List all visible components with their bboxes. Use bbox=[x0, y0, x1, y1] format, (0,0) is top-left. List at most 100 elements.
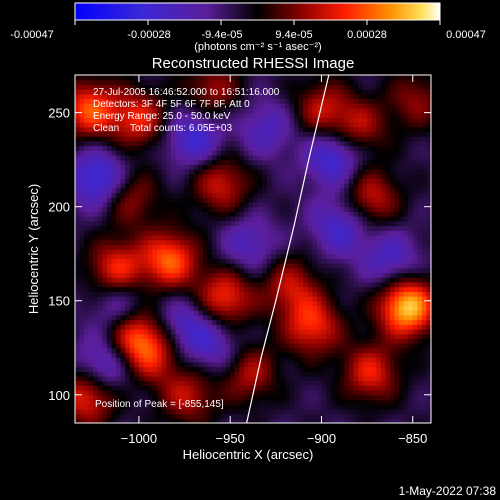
heatmap-cell bbox=[239, 234, 245, 241]
heatmap-cell bbox=[275, 159, 281, 165]
heatmap-cell bbox=[339, 249, 345, 255]
heatmap-cell bbox=[357, 263, 364, 269]
heatmap-cell bbox=[248, 79, 254, 85]
heatmap-cell bbox=[157, 93, 163, 100]
heatmap-cell bbox=[266, 192, 272, 198]
heatmap-cell bbox=[248, 201, 254, 208]
heatmap-cell bbox=[88, 187, 94, 194]
heatmap-cell bbox=[239, 89, 245, 95]
heatmap-cell bbox=[289, 164, 295, 170]
heatmap-cell bbox=[207, 178, 213, 184]
heatmap-cell bbox=[184, 136, 190, 142]
heatmap-cell bbox=[120, 380, 126, 386]
heatmap-cell bbox=[111, 98, 117, 104]
heatmap-cell bbox=[125, 131, 131, 137]
heatmap-cell bbox=[97, 239, 103, 245]
heatmap-cell bbox=[234, 225, 240, 231]
heatmap-cell bbox=[211, 277, 218, 283]
heatmap-cell bbox=[193, 399, 199, 405]
heatmap-cell bbox=[189, 375, 195, 382]
heatmap-cell bbox=[344, 413, 350, 419]
heatmap-cell bbox=[79, 404, 85, 410]
heatmap-cell bbox=[298, 103, 304, 109]
heatmap-cell bbox=[207, 107, 213, 114]
heatmap-cell bbox=[75, 413, 81, 419]
heatmap-cell bbox=[253, 343, 259, 349]
heatmap-cell bbox=[198, 385, 204, 391]
heatmap-cell bbox=[243, 136, 250, 142]
heatmap-cell bbox=[243, 343, 250, 349]
heatmap-cell bbox=[362, 75, 368, 81]
heatmap-cell bbox=[175, 272, 181, 278]
heatmap-cell bbox=[243, 89, 250, 95]
heatmap-cell bbox=[262, 98, 268, 104]
heatmap-cell bbox=[129, 230, 135, 236]
heatmap-cell bbox=[230, 286, 236, 292]
heatmap-cell bbox=[312, 225, 318, 231]
heatmap-cell bbox=[330, 140, 336, 147]
heatmap-cell bbox=[198, 126, 204, 133]
heatmap-cell bbox=[216, 249, 222, 255]
heatmap-cell bbox=[253, 103, 259, 109]
heatmap-cell bbox=[367, 343, 373, 349]
heatmap-cell bbox=[116, 361, 122, 368]
heatmap-cell bbox=[339, 258, 345, 264]
heatmap-cell bbox=[339, 244, 345, 250]
heatmap-cell bbox=[161, 136, 167, 142]
heatmap-cell bbox=[307, 319, 313, 325]
heatmap-cell bbox=[294, 126, 300, 133]
heatmap-cell bbox=[129, 338, 135, 344]
heatmap-cell bbox=[116, 117, 122, 123]
heatmap-cell bbox=[125, 413, 131, 419]
heatmap-cell bbox=[239, 366, 245, 372]
heatmap-cell bbox=[344, 98, 350, 104]
heatmap-cell bbox=[166, 122, 172, 128]
heatmap-cell bbox=[257, 413, 263, 419]
heatmap-cell bbox=[303, 319, 309, 325]
heatmap-cell bbox=[134, 347, 140, 354]
heatmap-cell bbox=[298, 220, 304, 227]
heatmap-cell bbox=[266, 234, 272, 241]
heatmap-cell bbox=[134, 263, 140, 269]
heatmap-cell bbox=[202, 234, 208, 241]
heatmap-cell bbox=[376, 230, 382, 236]
heatmap-cell bbox=[93, 112, 99, 118]
heatmap-cell bbox=[134, 220, 140, 227]
heatmap-cell bbox=[312, 314, 318, 321]
heatmap-cell bbox=[202, 216, 208, 222]
heatmap-cell bbox=[129, 103, 135, 109]
heatmap-cell bbox=[143, 183, 149, 189]
heatmap-cell bbox=[357, 305, 364, 311]
heatmap-cell bbox=[284, 375, 291, 382]
heatmap-cell bbox=[275, 126, 281, 133]
heatmap-cell bbox=[161, 291, 167, 297]
heatmap-cell bbox=[148, 225, 154, 231]
heatmap-cell bbox=[143, 281, 149, 288]
heatmap-cell bbox=[321, 239, 327, 245]
heatmap-cell bbox=[225, 300, 231, 307]
heatmap-cell bbox=[193, 371, 199, 377]
heatmap-cell bbox=[207, 277, 213, 283]
heatmap-cell bbox=[371, 343, 377, 349]
heatmap-cell bbox=[344, 319, 350, 325]
heatmap-cell bbox=[88, 404, 94, 410]
heatmap-cell bbox=[125, 338, 131, 344]
heatmap-cell bbox=[179, 281, 186, 288]
heatmap-cell bbox=[102, 164, 108, 170]
heatmap-cell bbox=[330, 300, 336, 307]
heatmap-cell bbox=[216, 98, 222, 104]
heatmap-cell bbox=[152, 154, 158, 161]
heatmap-cell bbox=[330, 338, 336, 344]
heatmap-cell bbox=[152, 281, 158, 288]
heatmap-cell bbox=[376, 211, 382, 217]
heatmap-cell bbox=[189, 390, 195, 396]
heatmap-cell bbox=[294, 343, 300, 349]
heatmap-cell bbox=[271, 380, 277, 386]
heatmap-cell bbox=[184, 234, 190, 241]
heatmap-cell bbox=[243, 126, 250, 133]
heatmap-cell bbox=[79, 145, 85, 151]
heatmap-cell bbox=[79, 79, 85, 85]
heatmap-cell bbox=[376, 338, 382, 344]
heatmap-cell bbox=[339, 296, 345, 302]
heatmap-cell bbox=[266, 305, 272, 311]
